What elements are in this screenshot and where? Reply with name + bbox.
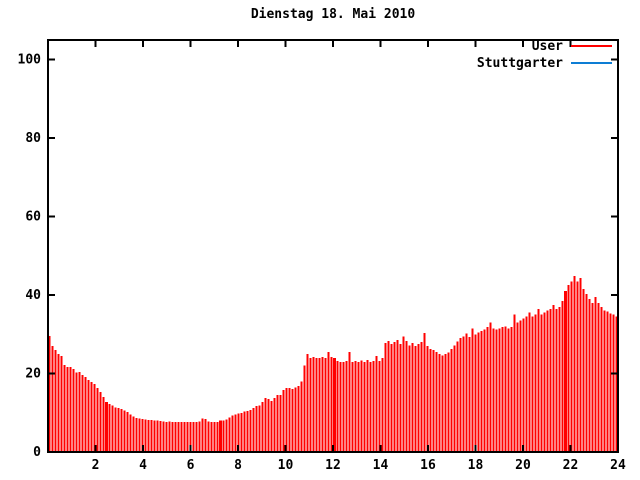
- legend-row-user: User: [477, 38, 612, 54]
- legend-label-user: User: [531, 38, 563, 54]
- svg-text:10: 10: [278, 458, 294, 473]
- svg-text:0: 0: [33, 445, 41, 460]
- svg-text:12: 12: [325, 458, 341, 473]
- svg-text:16: 16: [420, 458, 436, 473]
- svg-text:4: 4: [139, 458, 147, 473]
- svg-text:8: 8: [234, 458, 242, 473]
- svg-text:60: 60: [25, 210, 41, 225]
- chart-title: Dienstag 18. Mai 2010: [250, 7, 416, 22]
- svg-text:14: 14: [373, 458, 389, 473]
- legend-row-stuttgarter: Stuttgarter: [476, 55, 612, 71]
- svg-text:24: 24: [610, 458, 626, 473]
- legend-swatch-stuttgarter: [571, 62, 612, 64]
- legend: User Stuttgarter: [476, 38, 612, 71]
- legend-swatch-user: [571, 45, 612, 47]
- svg-text:22: 22: [563, 458, 579, 473]
- bars-user-series: [48, 276, 618, 452]
- svg-text:100: 100: [18, 53, 42, 68]
- svg-text:20: 20: [515, 458, 531, 473]
- svg-text:20: 20: [25, 367, 41, 382]
- svg-text:6: 6: [187, 458, 195, 473]
- axis-ticks: [48, 40, 619, 453]
- legend-label-stuttgarter: Stuttgarter: [476, 55, 563, 71]
- svg-text:40: 40: [25, 288, 41, 303]
- svg-text:18: 18: [468, 458, 484, 473]
- svg-text:2: 2: [92, 458, 100, 473]
- svg-text:80: 80: [25, 131, 41, 146]
